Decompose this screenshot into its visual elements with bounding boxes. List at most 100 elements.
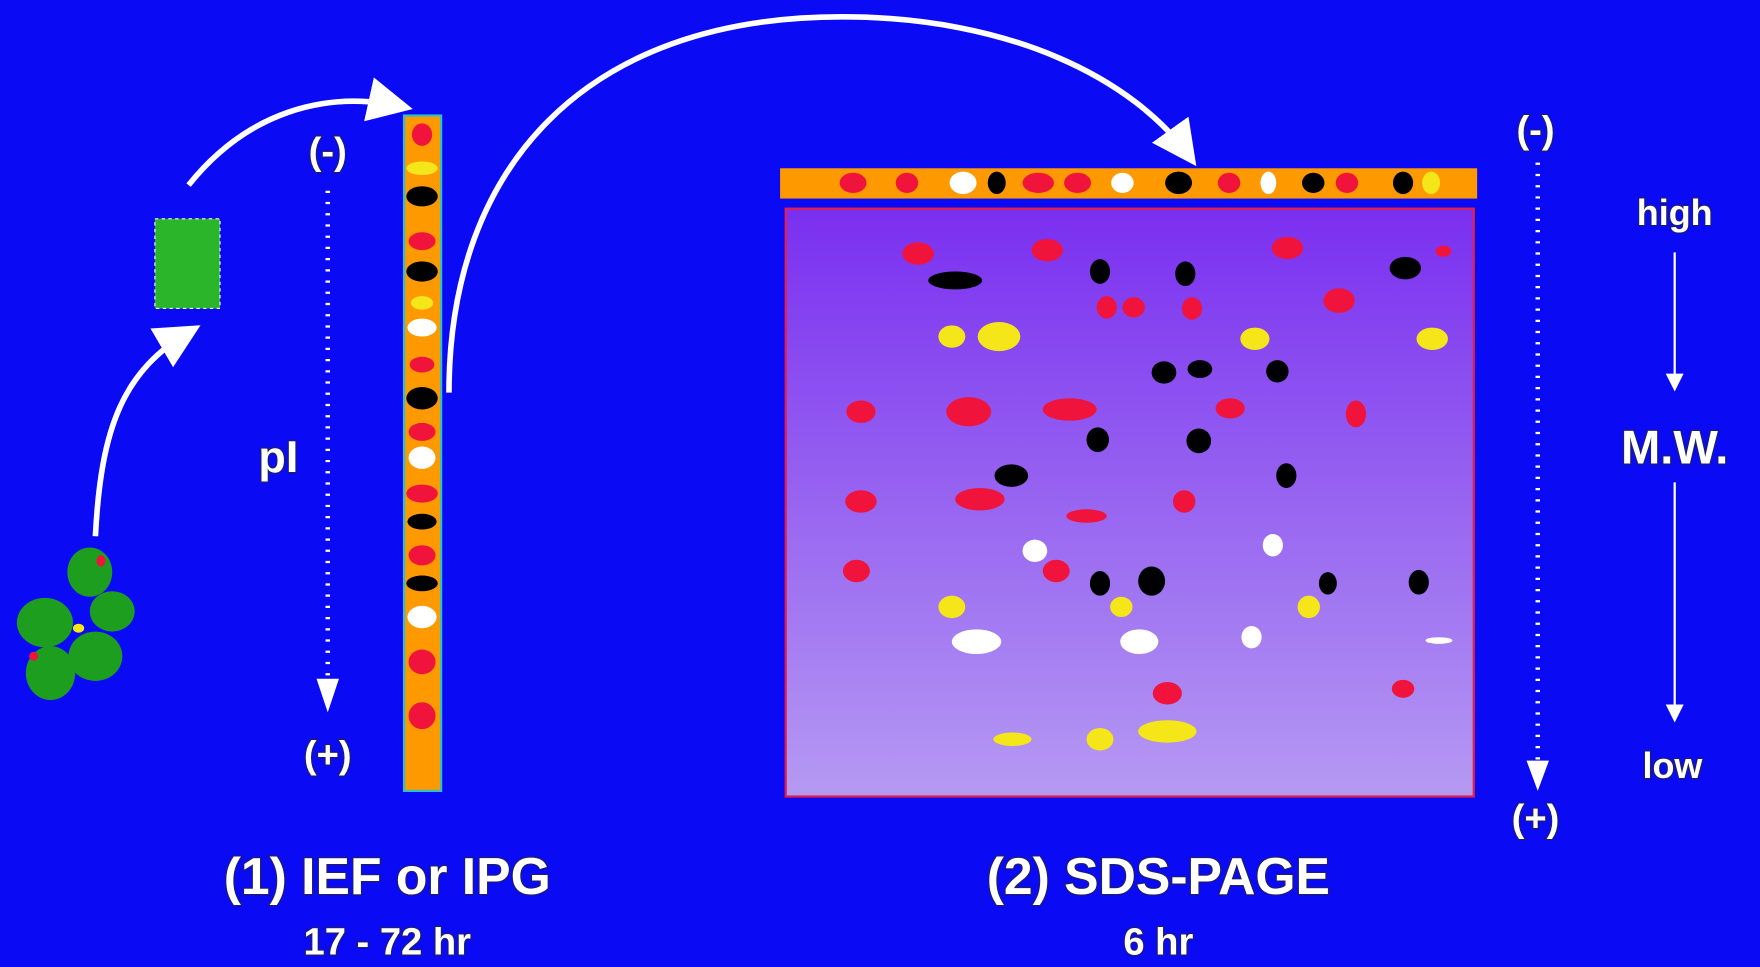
protein-spot	[1086, 427, 1109, 453]
protein-spot	[1186, 428, 1212, 454]
loaded-spot	[1111, 172, 1134, 193]
strip-spot	[408, 702, 436, 730]
protein-spot	[1241, 625, 1262, 649]
protein-spot	[938, 325, 966, 348]
arrow-tube-to-strip	[186, 77, 413, 187]
arrow-strip-to-gel	[446, 14, 1197, 393]
ief-minus: (-)	[309, 130, 347, 173]
sample-tube	[154, 218, 221, 310]
protein-spot	[1271, 236, 1304, 260]
protein-spot	[1215, 398, 1245, 419]
strip-spot	[406, 387, 438, 410]
protein-spot	[1240, 327, 1270, 351]
sds-plus: (+)	[1512, 797, 1560, 840]
protein-spot	[1323, 288, 1355, 313]
protein-spot	[1276, 463, 1297, 488]
protein-spot	[1181, 297, 1203, 320]
mw-low: low	[1643, 746, 1703, 786]
loaded-strip-spots	[839, 171, 1441, 195]
protein-spot	[1042, 398, 1097, 421]
protein-spot	[1042, 559, 1070, 583]
protein-spot	[846, 400, 876, 423]
protein-spot	[977, 321, 1021, 352]
ief-plus: (+)	[304, 733, 352, 776]
loaded-spot	[1260, 171, 1277, 195]
protein-spot	[1345, 400, 1367, 428]
loaded-spot	[949, 171, 977, 195]
protein-spot	[1266, 360, 1289, 383]
strip-spot	[407, 318, 437, 337]
strip-spot	[411, 123, 433, 146]
loaded-spot	[1165, 171, 1193, 195]
protein-spot	[1031, 238, 1063, 262]
protein-spot	[1089, 259, 1111, 284]
protein-spot	[1022, 539, 1048, 563]
loaded-spot	[1064, 172, 1092, 193]
loaded-spot	[1392, 171, 1414, 195]
cell	[25, 646, 76, 701]
cell	[72, 623, 85, 633]
protein-spot	[845, 490, 877, 513]
loaded-spot	[839, 172, 867, 193]
protein-spot	[928, 271, 983, 290]
cell	[29, 651, 39, 661]
cell	[67, 547, 113, 597]
protein-spot	[1297, 595, 1320, 619]
ief-title: (1) IEF or IPG	[224, 847, 551, 905]
protein-spot	[1120, 629, 1159, 655]
protein-spot	[1435, 245, 1452, 257]
protein-spot	[1066, 509, 1107, 523]
loaded-spot	[1422, 171, 1441, 195]
cell	[89, 591, 135, 632]
protein-spot	[1122, 297, 1145, 318]
sds-arrowhead	[1526, 760, 1549, 791]
sds-minus: (-)	[1516, 108, 1554, 151]
protein-spot	[1391, 679, 1415, 698]
loaded-spot	[1022, 172, 1054, 193]
protein-spot	[1389, 256, 1422, 280]
loaded-spot	[1302, 172, 1325, 193]
strip-spot	[410, 296, 434, 310]
protein-spot	[1138, 566, 1166, 596]
protein-spot	[902, 242, 934, 265]
protein-spot	[1086, 728, 1114, 751]
strip-spot	[408, 422, 436, 441]
cell	[96, 555, 106, 567]
protein-spot	[994, 464, 1029, 487]
strip-spot	[406, 261, 438, 282]
mw-label: M.W.	[1621, 420, 1728, 473]
cell	[68, 631, 123, 681]
protein-spot	[938, 595, 966, 619]
protein-spot	[1138, 720, 1197, 743]
protein-spot	[1152, 682, 1182, 705]
sds-title: (2) SDS-PAGE	[987, 847, 1330, 905]
ief-duration: 17 - 72 hr	[303, 921, 471, 964]
protein-spot	[1151, 361, 1177, 384]
strip-spot	[406, 484, 438, 503]
cell	[16, 597, 73, 648]
strip-spot	[406, 186, 438, 207]
arrow-cells-to-tube	[92, 325, 201, 537]
loaded-spot	[987, 171, 1006, 195]
loaded-spot	[1217, 172, 1241, 193]
protein-spot	[1408, 569, 1429, 595]
gel-spots	[842, 236, 1453, 751]
protein-spot	[951, 629, 1002, 655]
protein-spot	[993, 732, 1032, 747]
loaded-spot	[1335, 172, 1359, 193]
protein-spot	[1425, 637, 1453, 644]
protein-spot	[1318, 572, 1337, 595]
sds-duration: 6 hr	[1123, 921, 1193, 964]
protein-spot	[1110, 596, 1133, 617]
protein-spot	[1096, 296, 1117, 319]
protein-spot	[1416, 327, 1448, 351]
protein-spot	[1187, 360, 1213, 379]
protein-spot	[842, 559, 870, 583]
protein-spot	[1172, 490, 1196, 513]
mw-high: high	[1637, 193, 1713, 233]
strip-spot	[408, 232, 436, 251]
strip-spot	[407, 513, 437, 530]
strip-spot	[406, 575, 438, 592]
